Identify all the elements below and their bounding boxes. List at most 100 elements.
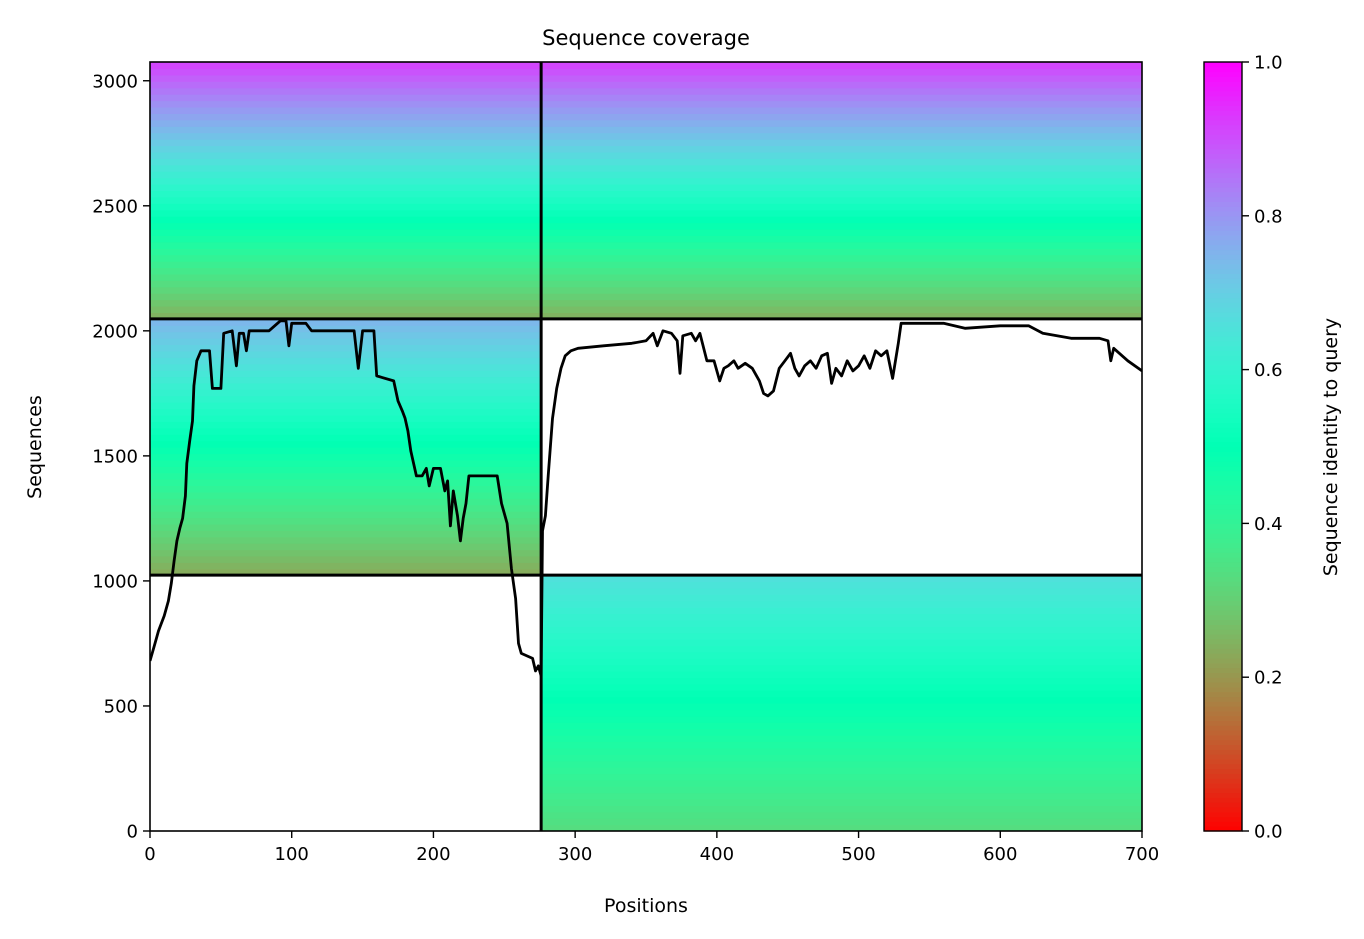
colorbar-band — [1204, 86, 1242, 92]
heatmap-band — [150, 183, 1142, 192]
heatmap-band — [150, 485, 542, 493]
colorbar-tick-label: 0.8 — [1254, 206, 1283, 227]
heatmap-band — [150, 350, 542, 358]
heatmap-band — [541, 581, 1142, 589]
colorbar-band — [1204, 249, 1242, 255]
heatmap-band — [150, 68, 1142, 76]
heatmap-band — [150, 408, 542, 416]
heatmap-band — [150, 139, 1142, 147]
x-axis: 0 100 200 300 400 500 600 700 — [144, 831, 1159, 865]
colorbar-band — [1204, 465, 1242, 472]
heatmap-band — [541, 575, 1142, 583]
heatmap-band — [150, 402, 542, 410]
colorbar-band — [1204, 340, 1242, 347]
heatmap-band — [541, 677, 1142, 685]
heatmap-band — [150, 447, 542, 455]
colorbar-tick-label: 0.6 — [1254, 360, 1283, 381]
colorbar-band — [1204, 273, 1242, 279]
plot-frame — [149, 61, 1143, 832]
heatmap-band — [541, 792, 1142, 800]
colorbar-frame — [1203, 61, 1243, 832]
colorbar-band — [1204, 403, 1242, 409]
colorbar-band — [1204, 590, 1242, 597]
colorbar-band — [1204, 542, 1242, 549]
x-tick-label: 200 — [416, 844, 450, 865]
heatmap-band — [541, 632, 1142, 640]
heatmap-block — [150, 318, 542, 576]
colorbar-band — [1204, 244, 1242, 251]
heatmap-band — [150, 325, 542, 333]
heatmap-band — [541, 671, 1142, 679]
y-tick-label: 2000 — [92, 321, 138, 342]
colorbar-band — [1204, 773, 1242, 779]
heatmap-band — [150, 536, 542, 544]
colorbar-band — [1204, 143, 1242, 150]
heatmap-band — [150, 62, 1142, 70]
colorbar-band — [1204, 720, 1242, 726]
colorbar-band — [1204, 797, 1242, 803]
colorbar-band — [1204, 124, 1242, 130]
colorbar-band — [1204, 533, 1242, 539]
colorbar-band — [1204, 129, 1242, 135]
colorbar-band — [1204, 691, 1242, 698]
colorbar-band — [1204, 802, 1242, 808]
x-tick-label: 100 — [275, 844, 309, 865]
heatmap-band — [150, 74, 1142, 82]
heatmap-band — [541, 754, 1142, 762]
heatmap-band — [150, 164, 1142, 172]
colorbar-band — [1204, 172, 1242, 178]
heatmap-band — [150, 100, 1142, 108]
heatmap-band — [150, 568, 542, 576]
colorbar-band — [1204, 547, 1242, 553]
colorbar-band — [1204, 701, 1242, 707]
colorbar-band — [1204, 585, 1242, 592]
heatmap-band — [150, 171, 1142, 179]
heatmap-band — [150, 389, 542, 397]
x-tick-label: 700 — [1125, 844, 1159, 865]
colorbar-band — [1204, 71, 1242, 78]
heatmap-band — [150, 523, 542, 531]
heatmap-band — [150, 504, 542, 512]
heatmap-band — [150, 427, 542, 435]
heatmap-band — [150, 145, 1142, 153]
colorbar-band — [1204, 345, 1242, 351]
colorbar-band — [1204, 633, 1242, 640]
colorbar-band — [1204, 408, 1242, 414]
colorbar-band — [1204, 576, 1242, 582]
colorbar-band — [1204, 638, 1242, 645]
colorbar-band — [1204, 566, 1242, 573]
colorbar-band — [1204, 682, 1242, 688]
heatmap-band — [541, 639, 1142, 647]
y-tick-label: 1000 — [92, 571, 138, 592]
colorbar-band — [1204, 581, 1242, 587]
colorbar-band — [1204, 460, 1242, 467]
heatmap-band — [541, 805, 1142, 813]
heatmap-band — [150, 190, 1142, 198]
colorbar-band — [1204, 177, 1242, 183]
heatmap-band — [150, 331, 542, 339]
x-tick-label: 300 — [558, 844, 592, 865]
heatmap-band — [150, 434, 542, 442]
heatmap-band — [150, 338, 542, 346]
colorbar-band — [1204, 374, 1242, 380]
colorbar-band — [1204, 480, 1242, 486]
colorbar-band — [1204, 446, 1242, 452]
colorbar-band — [1204, 513, 1242, 520]
colorbar-band — [1204, 605, 1242, 611]
colorbar-band — [1204, 134, 1242, 140]
colorbar-band — [1204, 792, 1242, 798]
colorbar-band — [1204, 307, 1242, 313]
colorbar-label: Sequence identity to query — [1320, 318, 1342, 576]
y-tick-label: 3000 — [92, 71, 138, 92]
colorbar-band — [1204, 158, 1242, 164]
colorbar-band — [1204, 196, 1242, 202]
colorbar-band — [1204, 768, 1242, 774]
heatmap-band — [150, 543, 542, 551]
colorbar-band — [1204, 456, 1242, 462]
heatmap-band — [150, 293, 1142, 301]
heatmap-band — [150, 132, 1142, 140]
heatmap-band — [541, 651, 1142, 659]
y-axis-label: Sequences — [24, 395, 46, 499]
heatmap-band — [150, 248, 1142, 256]
colorbar-band — [1204, 816, 1242, 822]
